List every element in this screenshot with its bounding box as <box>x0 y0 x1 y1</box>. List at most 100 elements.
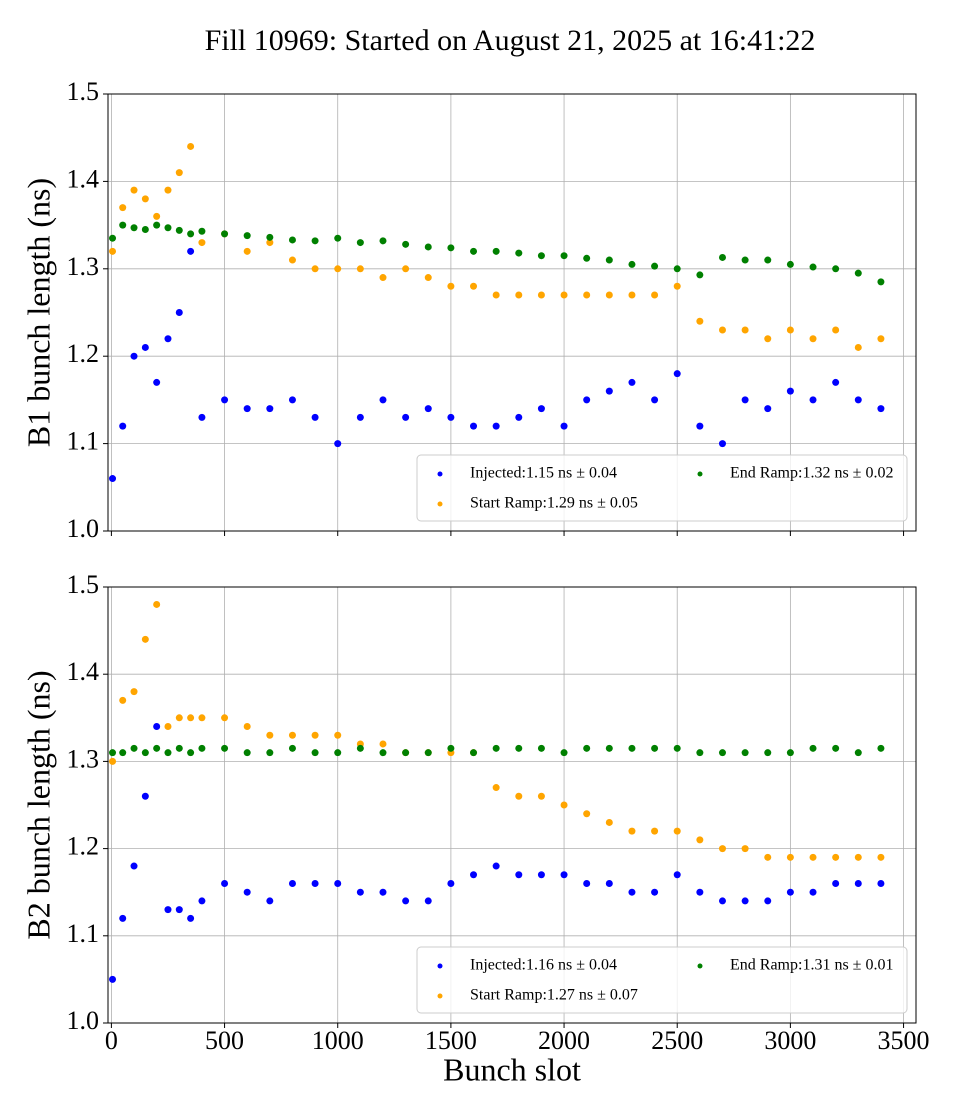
point <box>605 818 613 826</box>
x-tick-label: 2500 <box>651 1026 703 1055</box>
point <box>119 914 127 922</box>
y-axis-label: B2 bunch length (ns) <box>20 670 56 939</box>
point <box>447 244 455 252</box>
point <box>718 897 726 905</box>
point <box>266 405 274 413</box>
point <box>288 236 296 244</box>
point <box>243 749 251 757</box>
point <box>515 291 523 299</box>
point <box>583 810 591 818</box>
point <box>583 396 591 404</box>
point <box>560 291 568 299</box>
point <box>809 396 817 404</box>
point <box>266 749 274 757</box>
point <box>198 413 206 421</box>
point <box>198 227 206 235</box>
point <box>832 265 840 273</box>
point <box>379 740 387 748</box>
point <box>854 269 862 277</box>
point <box>153 723 161 731</box>
point <box>402 897 410 905</box>
point <box>696 888 704 896</box>
legend-label: Start Ramp:1.27 ns ± 0.07 <box>470 987 638 1004</box>
point <box>537 792 545 800</box>
point <box>492 291 500 299</box>
point <box>628 827 636 835</box>
point <box>537 252 545 260</box>
point <box>447 879 455 887</box>
point <box>628 744 636 752</box>
y-axis-label: B1 bunch length (ns) <box>20 178 56 447</box>
point <box>651 262 659 270</box>
point <box>141 343 149 351</box>
point <box>198 897 206 905</box>
point <box>356 239 364 247</box>
point <box>266 897 274 905</box>
point <box>141 749 149 757</box>
point <box>447 413 455 421</box>
point <box>187 142 195 150</box>
plot-frame <box>107 586 917 1024</box>
point <box>141 635 149 643</box>
point <box>628 291 636 299</box>
legend-label: Injected:1.16 ns ± 0.04 <box>470 957 617 974</box>
point <box>651 291 659 299</box>
point <box>696 422 704 430</box>
point <box>764 897 772 905</box>
point <box>809 888 817 896</box>
point <box>243 247 251 255</box>
chart-title: Fill 10969: Started on August 21, 2025 a… <box>205 24 816 57</box>
point <box>130 862 138 870</box>
point <box>175 226 183 234</box>
point <box>175 309 183 316</box>
point <box>696 317 704 325</box>
point <box>119 696 127 704</box>
point <box>311 265 319 273</box>
point <box>537 744 545 752</box>
point <box>198 744 206 752</box>
point <box>628 378 636 386</box>
point <box>718 440 726 448</box>
point <box>175 714 183 722</box>
point <box>560 252 568 260</box>
point <box>470 282 478 290</box>
point <box>605 387 613 395</box>
point <box>175 906 183 914</box>
point <box>854 343 862 351</box>
point <box>786 749 794 757</box>
point <box>560 422 568 430</box>
point <box>673 871 681 879</box>
point <box>583 879 591 887</box>
point <box>221 230 229 238</box>
point <box>424 897 432 905</box>
legend-marker <box>437 471 443 477</box>
point <box>628 888 636 896</box>
point <box>470 247 478 255</box>
point <box>741 897 749 905</box>
point <box>119 422 127 430</box>
point <box>402 413 410 421</box>
point <box>334 879 342 887</box>
point <box>109 757 117 765</box>
point <box>786 853 794 861</box>
point <box>786 387 794 395</box>
point <box>334 265 342 273</box>
y-tick-label: 1.4 <box>67 657 100 686</box>
point <box>288 256 296 264</box>
y-tick-label: 1.2 <box>67 339 100 368</box>
x-axis-label: Bunch slot <box>443 1051 581 1087</box>
point <box>153 744 161 752</box>
point <box>854 749 862 757</box>
point <box>164 723 172 731</box>
point <box>109 234 117 242</box>
y-tick-label: 1.5 <box>67 570 100 599</box>
point <box>628 260 636 268</box>
point <box>164 186 172 194</box>
point <box>673 744 681 752</box>
point <box>447 282 455 290</box>
point <box>696 836 704 844</box>
point <box>470 871 478 879</box>
point <box>243 232 251 240</box>
point <box>764 749 772 757</box>
point <box>786 326 794 334</box>
